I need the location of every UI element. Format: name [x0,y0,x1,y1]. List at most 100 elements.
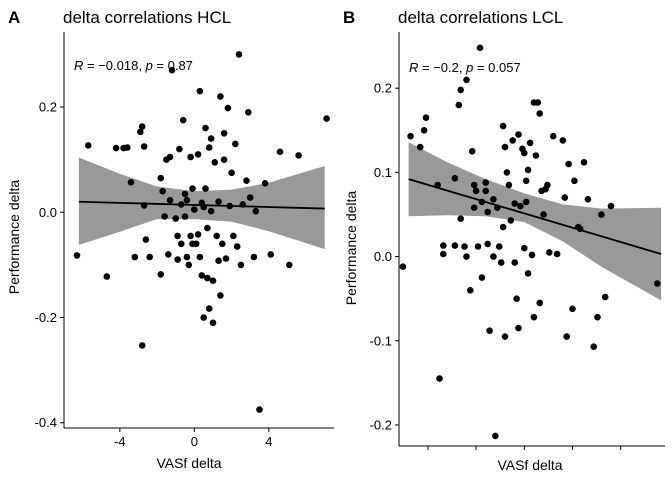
panel-b-data-point [509,137,516,144]
panel-a-data-point [196,87,204,95]
panel-b: B delta correlations LCL VASf delta Perf… [343,8,665,473]
panel-b-data-point [457,215,465,222]
panel-a-data-point [256,406,263,413]
panel-a-data-point [196,253,204,261]
panel-a-data-point [276,148,284,156]
panel-a-data-point [174,232,181,240]
panel-b-data-point [594,313,601,321]
panel-a-data-point [103,273,111,280]
panel-a-data-point [183,253,191,261]
panel-b-confidence-band [408,142,662,301]
panel-a-p-label: p [145,58,153,73]
panel-a-data-point [138,342,146,349]
panel-a-data-point [232,140,239,148]
panel-b-data-point [524,166,532,174]
panel-b-data-point [484,240,492,248]
panel-b-data-point [571,177,578,185]
panel-a-y-tick-label: 0.2 [39,100,57,115]
panel-a-data-point [179,116,187,124]
panel-b-data-point [436,375,443,382]
panel-a-data-point [224,104,232,112]
panel-b-data-point [559,137,567,144]
panel-b-data-point [511,259,518,266]
panel-b-regression-line [408,178,662,255]
panel-b-data-point [590,343,597,351]
panel-a-data-point [243,177,250,184]
panel-a-data-point [205,144,213,151]
panel-a-data-point [228,169,235,177]
panel-a-data-point [157,174,165,182]
panel-a-data-point [220,130,228,137]
panel-b-data-point [513,295,520,303]
panel-b-data-point [505,181,513,189]
panel-a-data-point [168,66,176,74]
panel-a-data-point [205,305,213,312]
panel-a-data-point [146,253,153,261]
panel-b-r-label: R [409,60,418,75]
panel-b-data-point [470,181,478,189]
panel-b-data-point [521,149,528,157]
panel-b-data-point [536,110,543,117]
panel-b-data-point [420,127,428,134]
panel-a-data-point [219,240,226,248]
panel-b-data-point [399,263,407,271]
panel-b-letter: B [343,8,355,27]
panel-a-data-point [207,207,215,215]
panel-b-data-point [461,243,468,250]
panel-b-data-point [467,287,474,294]
panel-b-data-point [407,132,414,140]
panel-a-regression-line [78,200,325,210]
panel-a-data-point [131,253,139,261]
panel-a-plot: -0.4 -0.2 0.0 0.2 -4 0 4 [35,32,334,449]
panel-a-data-point [213,232,220,240]
panel-b-data-point [607,202,615,210]
panel-a-data-point [209,277,217,285]
panel-b-data-point [515,324,522,332]
panel-b-data-point [532,152,540,159]
panel-b-data-point [563,333,570,340]
panel-b-data-point [521,244,528,252]
panel-a-data-point [245,109,252,116]
panel-a-x-tick-label: 4 [265,434,272,449]
panel-b-data-point [463,76,470,84]
panel-a-p-text: = 0.87 [153,58,193,73]
panel-b-data-point [565,160,572,168]
panel-b-data-point [544,181,551,189]
panel-b-data-point [474,243,482,250]
panel-b-y-tick-label: 0.0 [374,249,392,264]
panel-a-data-point [261,180,269,187]
panel-b-data-point [451,175,459,182]
panel-a-data-point [181,190,189,198]
panel-b-data-point [534,99,542,106]
panel-b-p-label: p [465,60,473,75]
panel-b-data-point [580,159,588,166]
panel-b-data-point [497,259,505,266]
panel-a: A delta correlations HCL VASf delta Perf… [6,8,334,471]
panel-a-data-point [202,185,209,192]
panel-b-plot: -0.2 -0.1 0.0 0.1 0.2 [370,32,665,450]
panel-a-data-point [215,257,222,265]
panel-b-data-point [569,305,576,313]
panel-b-data-point [470,204,478,211]
panel-b-data-point [478,274,486,281]
panel-b-data-point [515,131,522,138]
panel-a-title: delta correlations HCL [63,8,231,27]
panel-a-data-point [185,261,193,269]
panel-a-data-point [204,224,211,232]
panel-b-data-point [598,211,605,218]
panel-a-data-point [233,243,241,250]
panel-a-data-point [138,123,146,130]
panel-a-data-point [166,196,174,204]
panel-b-data-point [507,217,515,224]
panel-a-data-point [178,240,185,248]
panel-a-data-point [142,236,150,243]
panel-a-data-point [204,274,211,282]
panel-a-y-tick-label: 0.0 [39,205,57,220]
panel-b-data-point [549,132,557,140]
panel-a-data-point [286,261,293,269]
panel-a-data-point [267,251,275,258]
panel-b-r-text: = −0.2, [418,60,466,75]
panel-a-ylabel: Performance delta [6,180,22,295]
panel-a-data-point [157,271,165,278]
